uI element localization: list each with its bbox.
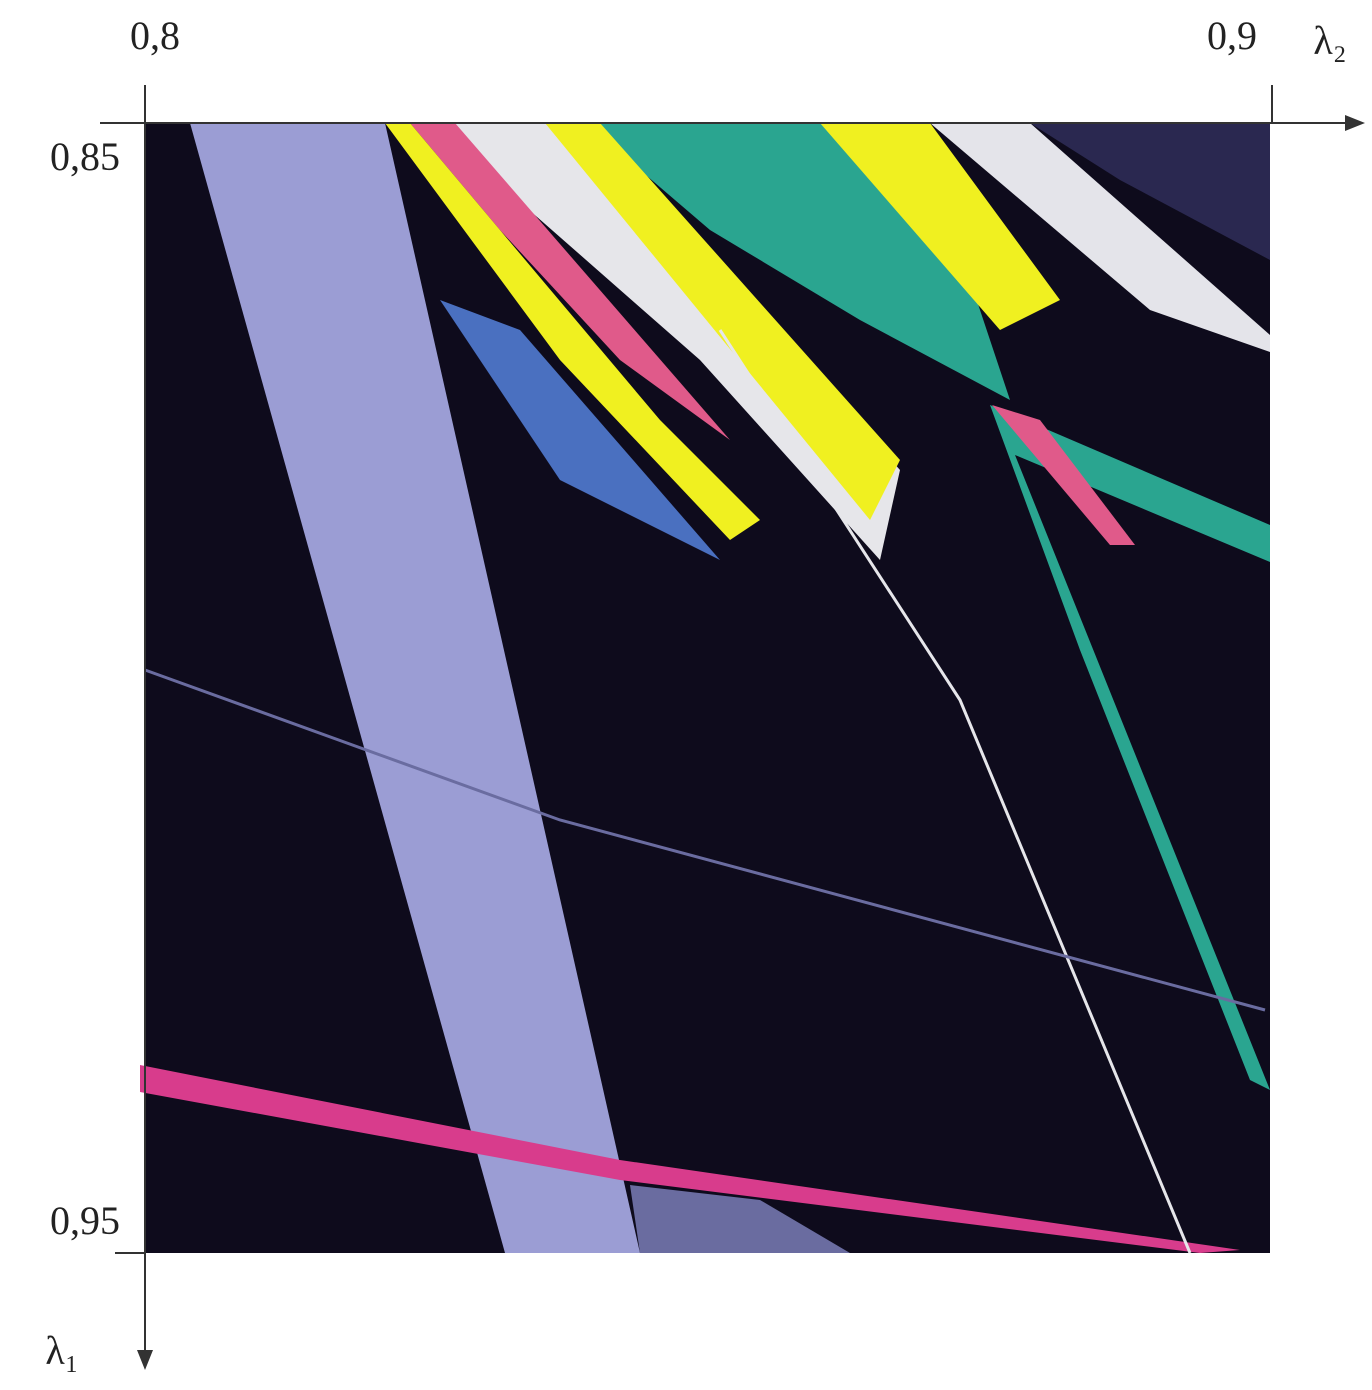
y-tick-label: 0,85 (50, 134, 120, 179)
pink-band (410, 123, 730, 440)
x-tick-label: 0,9 (1207, 13, 1257, 58)
yellow-band (545, 123, 900, 520)
pink-stripe (140, 1065, 1240, 1253)
y-tick-label: 0,95 (50, 1198, 120, 1243)
blue-band (440, 300, 720, 560)
blue-line (144, 668, 1266, 1012)
white-band (930, 123, 1270, 352)
white-line (718, 329, 1192, 1254)
band (1030, 123, 1270, 260)
band (630, 1185, 850, 1253)
yellow-band (385, 123, 760, 540)
x-arrow (1345, 115, 1365, 131)
x-tick-label: 0,8 (130, 13, 180, 58)
x-axis-label: λ₂ (1313, 18, 1346, 63)
y-axis-label: λ₁ (45, 1328, 78, 1373)
parameter-map (140, 123, 1270, 1254)
teal-band (990, 405, 1270, 1090)
lavender-band (190, 123, 640, 1253)
white-band (430, 123, 900, 560)
y-arrow (137, 1350, 153, 1370)
yellow-band (820, 123, 1060, 330)
pink-band (992, 405, 1135, 545)
